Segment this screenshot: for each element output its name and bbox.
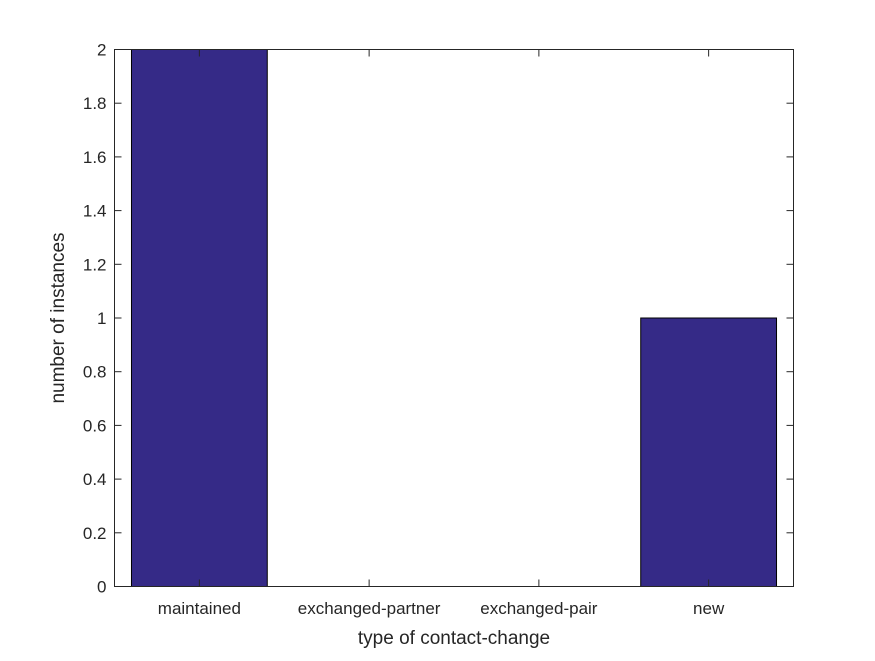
- y-tick-label: 0.2: [83, 524, 107, 543]
- x-tick-label: maintained: [158, 599, 241, 618]
- x-axis: maintained exchanged-partner exchanged-pai…: [158, 49, 725, 618]
- x-tick-label: exchanged-pair: [480, 599, 598, 618]
- y-tick-label: 1.2: [83, 255, 107, 274]
- y-tick-label: 1.6: [83, 148, 107, 167]
- y-axis: 0 0.2 0.4 0.6 0.8 1 1.2 1.4 1.6 1.8 2: [83, 41, 794, 597]
- y-tick-label: 0.4: [83, 470, 107, 489]
- y-tick-label: 2: [97, 41, 106, 60]
- y-tick-label: 1: [97, 309, 106, 328]
- y-tick-label: 0: [97, 578, 106, 597]
- x-tick-label: exchanged-partner: [298, 599, 441, 618]
- y-tick-label: 0.6: [83, 416, 107, 435]
- bar-maintained: [130, 49, 268, 587]
- y-tick-label: 1.4: [83, 202, 107, 221]
- bar-new: [640, 317, 778, 587]
- x-tick-label: new: [693, 599, 725, 618]
- x-axis-label: type of contact-change: [358, 628, 550, 649]
- y-axis-label: number of instances: [48, 232, 69, 403]
- y-tick-label: 0.8: [83, 363, 107, 382]
- bars: [130, 49, 778, 587]
- y-tick-label: 1.8: [83, 94, 107, 113]
